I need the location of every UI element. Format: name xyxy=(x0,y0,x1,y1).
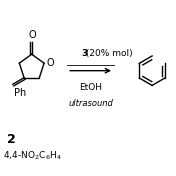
Text: ultrasound: ultrasound xyxy=(68,99,113,108)
Text: O: O xyxy=(46,58,54,68)
Text: 2: 2 xyxy=(7,133,15,146)
Text: (20% mol): (20% mol) xyxy=(83,49,133,58)
Text: O: O xyxy=(28,30,36,40)
Text: 4,4-NO$_2$C$_6$H$_4$: 4,4-NO$_2$C$_6$H$_4$ xyxy=(3,149,62,162)
Text: EtOH: EtOH xyxy=(79,83,102,93)
Text: 3: 3 xyxy=(81,49,87,58)
Text: Ph: Ph xyxy=(14,88,26,98)
